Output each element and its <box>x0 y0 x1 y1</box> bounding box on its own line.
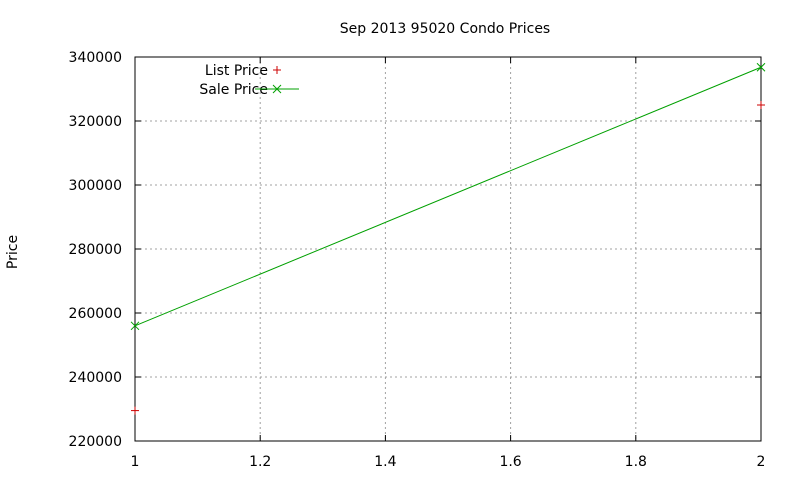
y-tick-label: 340000 <box>69 50 122 66</box>
data-point-sale-price <box>130 321 140 331</box>
y-tick-label: 220000 <box>69 434 122 450</box>
plot-border <box>134 56 762 442</box>
grid-lines <box>135 57 761 441</box>
data-point-list-price <box>131 406 139 415</box>
y-tick-label: 280000 <box>69 242 122 258</box>
tick-labels: 1 1.2 1.4 1.6 1.8 2 220000 240000 260000 280000 30… <box>69 50 766 470</box>
legend: List Price Sale Price <box>199 63 299 98</box>
marker-stroke <box>130 321 140 331</box>
data-point-list-price <box>757 101 765 109</box>
series-line-sale-price <box>134 66 762 327</box>
x-tick-label: 1 <box>131 454 140 470</box>
legend-marker-list-price <box>273 66 281 74</box>
x-tick-label: 1.6 <box>499 454 521 470</box>
y-tick-label: 260000 <box>69 306 122 322</box>
marker-stroke <box>756 62 766 72</box>
x-tick-label: 2 <box>757 454 766 470</box>
series-layer <box>130 62 766 415</box>
series-list-price <box>131 101 765 415</box>
legend-marker-sale-price <box>272 84 282 94</box>
y-tick-label: 300000 <box>69 178 122 194</box>
y-axis-label: Price <box>5 235 21 269</box>
marker-stroke <box>272 84 282 94</box>
legend-label-sale-price: Sale Price <box>199 82 268 98</box>
chart-title: Sep 2013 95020 Condo Prices <box>340 21 550 37</box>
axis-ticks <box>134 56 762 442</box>
y-tick-label: 240000 <box>69 370 122 386</box>
x-tick-label: 1.2 <box>249 454 271 470</box>
x-tick-label: 1.8 <box>625 454 647 470</box>
legend-glyph <box>273 66 281 74</box>
legend-label-list-price: List Price <box>205 63 268 79</box>
data-point-sale-price <box>756 62 766 72</box>
legend-glyph <box>272 84 282 94</box>
y-tick-label: 320000 <box>69 114 122 130</box>
x-tick-label: 1.4 <box>374 454 396 470</box>
series-sale-price <box>130 62 766 331</box>
